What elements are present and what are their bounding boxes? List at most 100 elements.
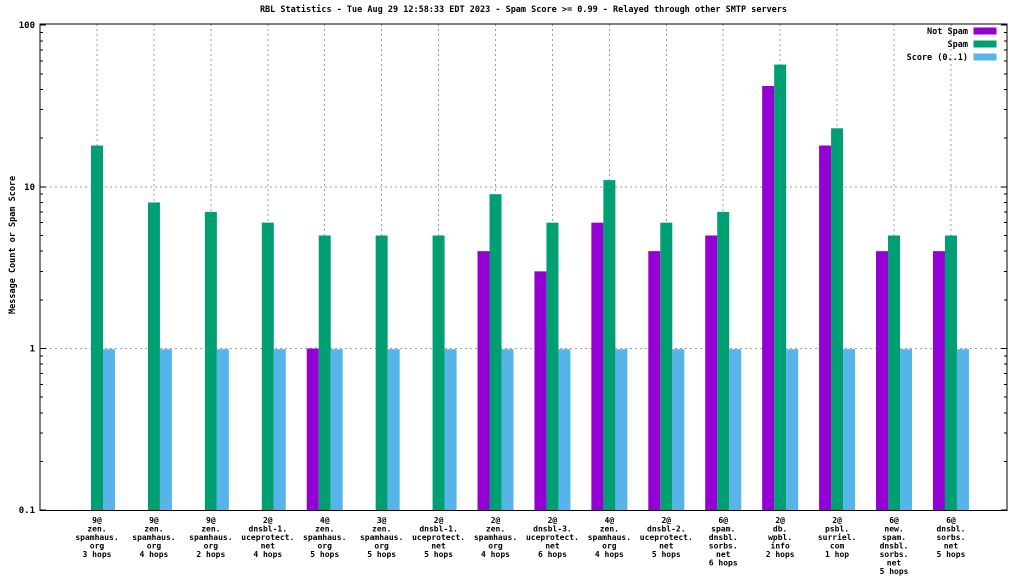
bar-spam-13 bbox=[831, 128, 844, 511]
x-tick-label: new. bbox=[884, 525, 903, 534]
x-tick-label: spamhaus. bbox=[303, 533, 346, 542]
x-tick-label: dnsbl-1. bbox=[419, 525, 458, 534]
bar-score-5 bbox=[387, 349, 400, 510]
x-tick-label: sorbs. bbox=[880, 550, 909, 559]
x-tick-label: 6@ bbox=[718, 516, 728, 525]
bar-spam-15 bbox=[944, 235, 957, 510]
x-tick-label: 5 hops bbox=[880, 567, 909, 576]
bar-spam-12 bbox=[774, 64, 787, 510]
x-tick-label: 2@ bbox=[832, 516, 842, 525]
x-tick-label: zen. bbox=[87, 525, 106, 534]
y-tick-label: 100 bbox=[19, 21, 35, 31]
x-tick-label: wpbl. bbox=[768, 533, 792, 542]
x-tick-label: uceprotect. bbox=[640, 533, 693, 542]
x-tick-label: zen. bbox=[315, 525, 334, 534]
x-tick-label: info bbox=[771, 541, 790, 551]
x-tick-label: 5 hops bbox=[310, 550, 339, 559]
x-tick-label: zen. bbox=[600, 525, 619, 534]
bar-score-10 bbox=[672, 349, 685, 510]
x-tick-label: sorbs. bbox=[936, 533, 965, 542]
x-tick-label: 6@ bbox=[946, 516, 956, 525]
bar-not-spam-8 bbox=[534, 271, 547, 510]
x-tick-label: dnsbl-3. bbox=[533, 525, 572, 534]
x-tick-label: spamhaus. bbox=[75, 533, 118, 542]
x-tick-label: spamhaus. bbox=[588, 533, 631, 542]
x-tick-label: net bbox=[545, 542, 560, 551]
x-tick-label: zen. bbox=[201, 525, 220, 534]
x-tick-label: 4 hops bbox=[253, 550, 282, 559]
x-tick-label: 9@ bbox=[149, 516, 159, 525]
x-tick-label: zen. bbox=[144, 525, 163, 534]
bar-score-13 bbox=[843, 349, 856, 510]
bar-score-0 bbox=[103, 349, 115, 510]
x-tick-label: spamhaus. bbox=[132, 533, 175, 542]
y-tick-label: 0.1 bbox=[19, 506, 35, 516]
bar-score-4 bbox=[330, 349, 343, 510]
x-tick-label: org bbox=[602, 542, 617, 551]
legend-label-score: Score (0..1) bbox=[907, 53, 968, 63]
bar-spam-10 bbox=[660, 222, 673, 510]
bar-spam-1 bbox=[147, 202, 160, 511]
x-tick-label: com bbox=[830, 542, 845, 551]
plot-border bbox=[39, 23, 1008, 511]
legend-swatch-not-spam bbox=[973, 27, 997, 35]
bar-not-spam-10 bbox=[648, 251, 661, 510]
x-tick-label: 2@ bbox=[661, 516, 671, 525]
bar-not-spam-4 bbox=[306, 348, 319, 510]
bar-score-12 bbox=[786, 349, 799, 510]
x-tick-label: 5 hops bbox=[424, 550, 453, 559]
x-tick-label: dnsbl. bbox=[709, 533, 738, 542]
x-tick-label: net bbox=[944, 542, 959, 551]
x-tick-label: spamhaus. bbox=[474, 533, 517, 542]
bar-not-spam-9 bbox=[591, 222, 604, 510]
x-tick-label: spam. bbox=[711, 525, 735, 534]
bar-score-14 bbox=[900, 349, 913, 510]
x-tick-label: 2@ bbox=[434, 516, 444, 525]
x-tick-label: 3@ bbox=[377, 516, 387, 525]
x-tick-label: uceprotect. bbox=[526, 533, 579, 542]
bar-not-spam-12 bbox=[762, 86, 775, 510]
x-tick-label: 2@ bbox=[548, 516, 558, 525]
chart-title: RBL Statistics - Tue Aug 29 12:58:33 EDT… bbox=[259, 5, 788, 15]
x-tick-label: zen. bbox=[372, 525, 391, 534]
x-tick-label: net bbox=[261, 542, 276, 551]
x-tick-label: 1 hop bbox=[825, 550, 849, 559]
legend-label-spam: Spam bbox=[948, 40, 968, 50]
x-tick-label: spam. bbox=[882, 533, 906, 542]
legend-swatch-spam bbox=[973, 40, 997, 48]
bar-not-spam-14 bbox=[876, 251, 889, 510]
x-tick-label: 4 hops bbox=[595, 550, 624, 559]
bar-score-7 bbox=[501, 349, 514, 510]
x-tick-label: org bbox=[374, 542, 389, 551]
bar-spam-0 bbox=[91, 145, 103, 510]
x-tick-label: 6 hops bbox=[538, 550, 567, 559]
x-tick-label: org bbox=[317, 542, 332, 551]
bar-not-spam-11 bbox=[705, 235, 718, 510]
bar-score-3 bbox=[273, 349, 286, 510]
bar-score-11 bbox=[729, 349, 742, 510]
bar-spam-7 bbox=[489, 194, 502, 511]
x-tick-label: psbl. bbox=[825, 525, 849, 534]
bar-score-9 bbox=[615, 349, 628, 510]
x-tick-label: net bbox=[659, 542, 674, 551]
legend-swatch-score bbox=[973, 53, 997, 61]
x-tick-label: 4@ bbox=[320, 516, 330, 525]
x-tick-label: dnsbl. bbox=[936, 525, 965, 534]
x-tick-label: 2@ bbox=[491, 516, 501, 525]
x-tick-label: uceprotect. bbox=[241, 533, 294, 542]
x-tick-label: 3 hops bbox=[83, 550, 112, 559]
x-tick-label: net bbox=[887, 559, 902, 568]
x-tick-label: 2@ bbox=[775, 516, 785, 525]
x-tick-label: org bbox=[488, 542, 503, 551]
x-tick-label: 4 hops bbox=[481, 550, 510, 559]
bar-score-6 bbox=[444, 349, 457, 510]
x-tick-label: spamhaus. bbox=[189, 533, 232, 542]
x-tick-label: org bbox=[90, 542, 105, 551]
x-tick-label: 9@ bbox=[92, 516, 102, 525]
x-tick-label: org bbox=[147, 542, 162, 551]
x-tick-label: dnsbl-2. bbox=[647, 525, 686, 534]
x-tick-label: db. bbox=[773, 525, 787, 534]
bar-spam-2 bbox=[204, 211, 217, 510]
x-tick-label: 5 hops bbox=[367, 550, 396, 559]
